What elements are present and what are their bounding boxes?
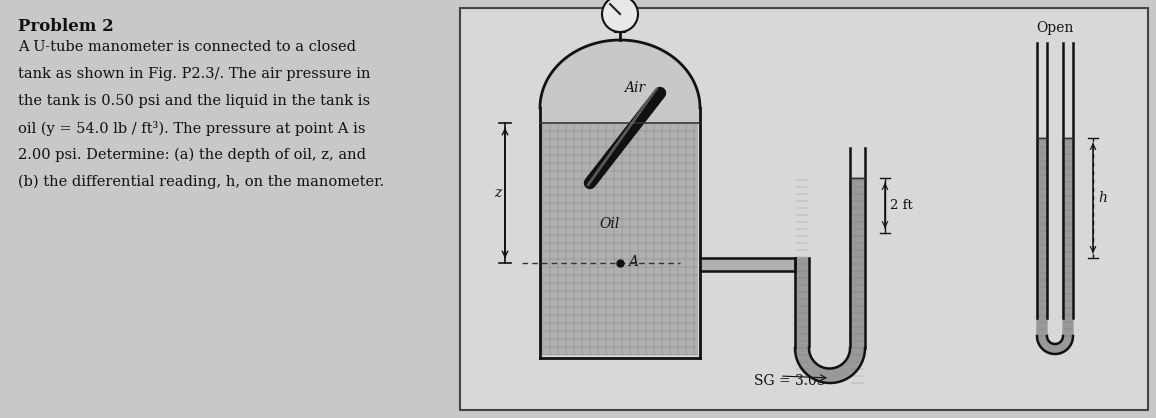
Bar xyxy=(542,123,698,355)
Text: A: A xyxy=(628,255,638,269)
Polygon shape xyxy=(542,108,698,123)
Text: tank as shown in Fig. P2.3/. The air pressure in: tank as shown in Fig. P2.3/. The air pre… xyxy=(18,67,371,81)
Text: Oil: Oil xyxy=(600,217,620,231)
Text: Air: Air xyxy=(624,81,645,95)
Polygon shape xyxy=(1037,138,1073,354)
Text: Problem 2: Problem 2 xyxy=(18,18,113,35)
Polygon shape xyxy=(795,178,865,383)
Text: z: z xyxy=(494,186,501,200)
Bar xyxy=(460,8,1148,410)
Text: Open: Open xyxy=(1036,21,1074,35)
Polygon shape xyxy=(701,258,795,271)
Text: SG = 3.05: SG = 3.05 xyxy=(754,374,825,388)
Circle shape xyxy=(602,0,638,32)
Text: A U-tube manometer is connected to a closed: A U-tube manometer is connected to a clo… xyxy=(18,40,356,54)
Polygon shape xyxy=(540,40,701,108)
Text: the tank is 0.50 psi and the liquid in the tank is: the tank is 0.50 psi and the liquid in t… xyxy=(18,94,370,108)
Text: 2.00 psi. Determine: (a) the depth of oil, z, and: 2.00 psi. Determine: (a) the depth of oi… xyxy=(18,148,366,162)
Text: oil (y = 54.0 lb / ft³). The pressure at point A is: oil (y = 54.0 lb / ft³). The pressure at… xyxy=(18,121,365,136)
Text: h: h xyxy=(1098,191,1107,205)
Text: 2 ft: 2 ft xyxy=(890,199,913,212)
Text: (b) the differential reading, h, on the manometer.: (b) the differential reading, h, on the … xyxy=(18,175,384,189)
